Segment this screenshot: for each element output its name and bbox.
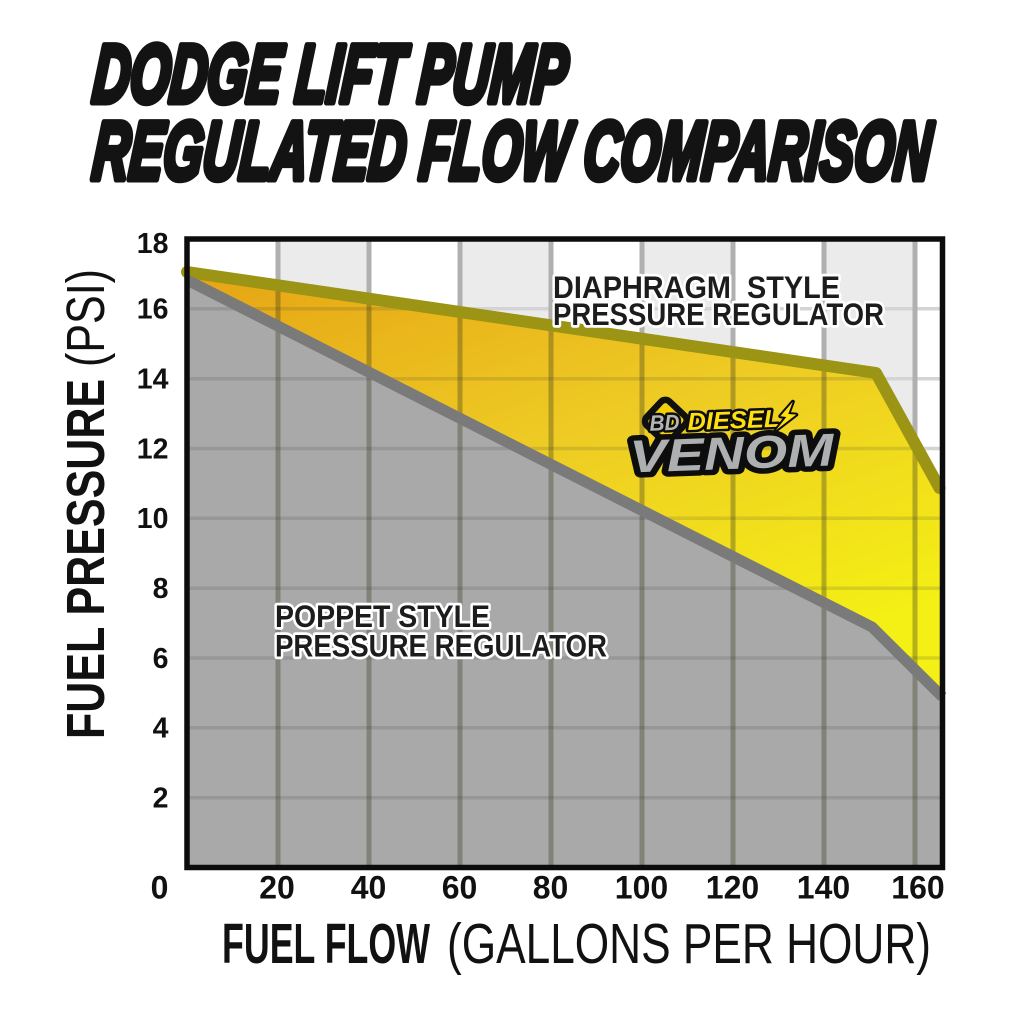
svg-text:140: 140 <box>797 870 850 906</box>
svg-text:18: 18 <box>137 228 169 260</box>
svg-text:80: 80 <box>533 870 569 906</box>
svg-text:VENOM: VENOM <box>629 423 837 482</box>
svg-text:20: 20 <box>259 870 295 906</box>
svg-text:POPPET STYLE: POPPET STYLE <box>275 598 490 634</box>
svg-text:(GALLONS PER HOUR): (GALLONS PER HOUR) <box>447 912 931 976</box>
svg-text:FUEL PRESSURE (PSI): FUEL PRESSURE (PSI) <box>56 269 116 739</box>
svg-text:16: 16 <box>137 294 169 326</box>
svg-text:10: 10 <box>137 503 169 535</box>
svg-text:2: 2 <box>153 783 169 815</box>
svg-text:14: 14 <box>137 364 169 396</box>
svg-text:120: 120 <box>706 870 759 906</box>
svg-text:DIAPHRAGM STYLE: DIAPHRAGM STYLE <box>553 269 840 305</box>
svg-text:PRESSURE REGULATOR: PRESSURE REGULATOR <box>553 296 884 332</box>
svg-text:0: 0 <box>151 870 169 906</box>
svg-text:4: 4 <box>153 713 169 745</box>
svg-text:160: 160 <box>891 870 944 906</box>
svg-text:12: 12 <box>137 433 169 465</box>
svg-text:DODGE LIFT PUMP: DODGE LIFT PUMP <box>90 29 572 120</box>
svg-text:FUEL FLOW: FUEL FLOW <box>222 912 430 976</box>
svg-text:6: 6 <box>153 643 169 675</box>
svg-text:40: 40 <box>351 870 387 906</box>
svg-text:8: 8 <box>153 573 169 605</box>
svg-text:100: 100 <box>615 870 668 906</box>
svg-text:BD: BD <box>649 410 680 436</box>
svg-text:PRESSURE REGULATOR: PRESSURE REGULATOR <box>275 628 607 664</box>
svg-text:REGULATED FLOW COMPARISON: REGULATED FLOW COMPARISON <box>89 106 936 197</box>
svg-text:60: 60 <box>442 870 478 906</box>
svg-text:DIESEL: DIESEL <box>687 406 780 436</box>
